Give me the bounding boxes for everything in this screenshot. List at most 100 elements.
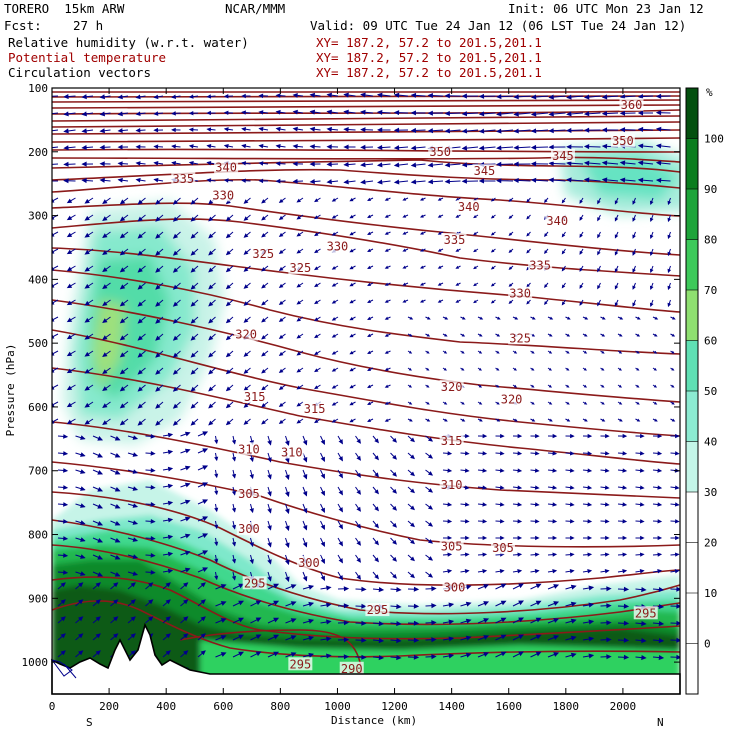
wind-vector: [75, 633, 84, 641]
wind-vector: [349, 333, 356, 338]
wind-vector: [57, 434, 69, 439]
wind-vector: [384, 350, 391, 354]
wind-vector: [326, 179, 339, 185]
wind-vector: [420, 231, 426, 235]
wind-vector: [437, 214, 444, 218]
wind-vector: [337, 571, 343, 581]
wind-vector: [530, 468, 540, 473]
wind-vector: [442, 552, 453, 557]
wind-vector: [137, 401, 146, 409]
colorbar-label: 100: [704, 133, 724, 146]
wind-vector: [355, 586, 367, 592]
theta-label: 295: [290, 657, 312, 671]
wind-vector: [565, 618, 577, 624]
wind-vector: [513, 177, 531, 183]
wind-vector: [110, 633, 119, 641]
wind-vector: [455, 299, 461, 303]
theta-line: [52, 148, 680, 153]
wind-vector: [225, 231, 234, 239]
wind-vector: [667, 299, 672, 308]
wind-vector: [258, 110, 269, 115]
wind-vector: [477, 519, 488, 524]
wind-vector: [355, 537, 361, 546]
wind-vector: [223, 178, 234, 183]
wind-vector: [75, 452, 86, 457]
y-tick-label: 800: [28, 529, 48, 542]
wind-vector: [600, 485, 610, 490]
wind-vector: [530, 350, 535, 354]
theta-line: [52, 159, 680, 173]
wind-vector: [214, 571, 219, 581]
wind-vector: [513, 145, 531, 151]
wind-vector: [119, 248, 129, 256]
wind-vector: [223, 143, 234, 149]
wind-vector: [565, 601, 577, 607]
wind-vector: [530, 177, 549, 183]
wind-vector: [119, 299, 129, 307]
wind-vector: [547, 451, 558, 456]
wind-vector: [635, 451, 645, 456]
wind-vector: [495, 418, 501, 422]
wind-vector: [477, 401, 483, 405]
wind-vector: [410, 179, 426, 185]
wind-vector: [376, 109, 391, 115]
wind-vector: [99, 161, 111, 167]
theta-label-bg: [439, 434, 464, 448]
wind-vector: [460, 367, 465, 371]
wind-vector: [367, 333, 374, 337]
wind-vector: [309, 92, 321, 98]
wind-vector: [162, 483, 174, 489]
wind-vector: [331, 367, 339, 372]
theta-label-bg: [545, 213, 570, 227]
wind-vector: [437, 231, 444, 235]
wind-vector: [172, 418, 181, 426]
wind-vector: [372, 621, 385, 627]
wind-vector: [512, 600, 525, 607]
wind-vector: [57, 553, 69, 558]
wind-vector: [455, 248, 461, 252]
wind-vector: [635, 350, 640, 354]
colorbar-label: 40: [704, 436, 717, 449]
wind-vector: [478, 128, 496, 134]
wind-vector: [372, 503, 379, 512]
wind-vector: [565, 418, 571, 422]
field-xy-rh: XY= 187.2, 57.2 to 201.5,201.1: [316, 35, 542, 50]
wind-vector: [331, 282, 339, 287]
wind-vector: [582, 653, 595, 659]
wind-vector: [331, 384, 339, 389]
wind-vector: [155, 333, 164, 341]
y-tick-label: 900: [28, 592, 48, 605]
wind-vector: [258, 161, 269, 166]
wind-vector: [652, 552, 663, 557]
wind-vector: [565, 552, 575, 557]
wind-vector: [410, 110, 426, 116]
wind-vector: [478, 111, 496, 117]
wind-vector: [127, 486, 139, 491]
wind-vector: [495, 634, 507, 641]
wind-vector: [442, 569, 453, 574]
wind-vector: [561, 282, 566, 289]
wind-vector: [561, 197, 566, 204]
wind-vector: [296, 384, 304, 390]
wind-vector: [284, 537, 290, 549]
wind-vector: [561, 231, 566, 238]
theta-line: [52, 202, 680, 256]
wind-vector: [512, 634, 525, 641]
wind-vector: [530, 418, 536, 422]
theta-label: 330: [212, 188, 234, 202]
wind-vector: [232, 600, 245, 607]
wind-vector: [530, 111, 549, 117]
wind-vector: [180, 633, 189, 641]
wind-vector: [267, 617, 280, 624]
wind-vector: [75, 469, 86, 474]
wind-vector: [544, 299, 549, 305]
x-axis-label: Distance (km): [331, 714, 417, 727]
wind-vector: [425, 520, 434, 527]
wind-vector: [285, 635, 297, 641]
wind-vector: [600, 502, 610, 507]
wind-vector: [490, 231, 496, 236]
wind-vector: [292, 109, 304, 115]
wind-vector: [81, 144, 94, 151]
wind-vector: [442, 636, 455, 642]
wind-vector: [637, 94, 654, 100]
